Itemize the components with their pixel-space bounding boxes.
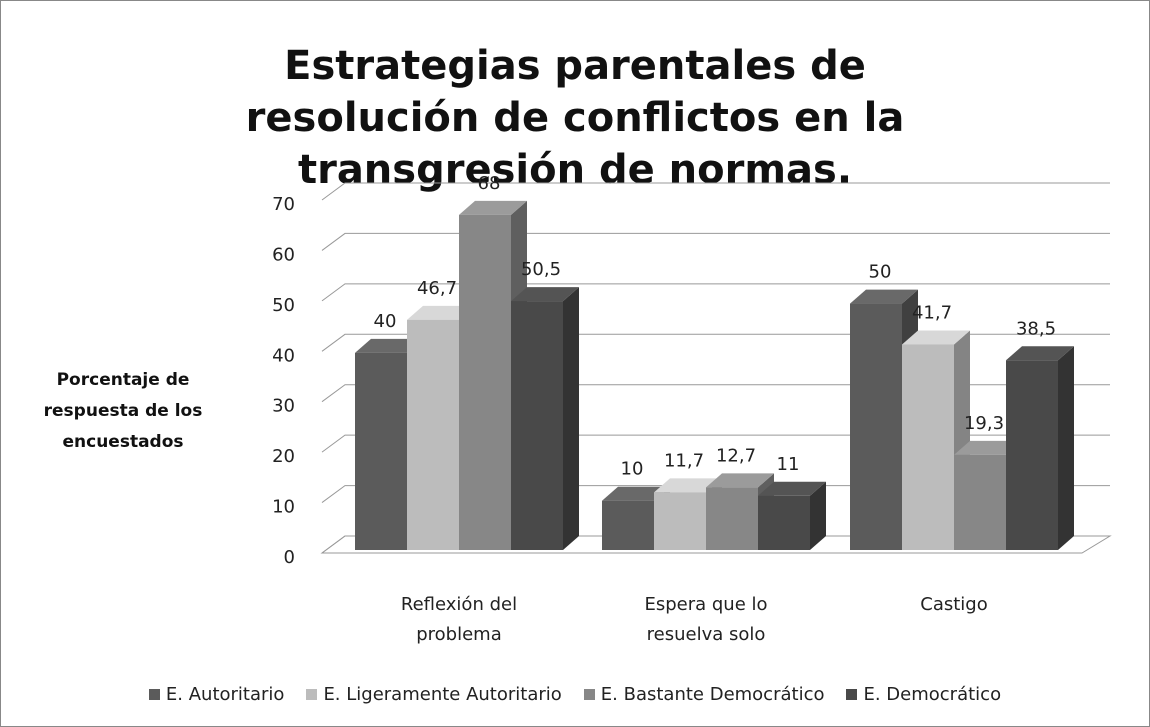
- legend-item: E. Autoritario: [148, 684, 285, 705]
- bar-top: [1006, 346, 1074, 361]
- chart-title-text: Estrategias parentales de resolución de …: [245, 43, 905, 193]
- bar-top: [459, 200, 527, 215]
- y-tick-label: 70: [272, 194, 295, 215]
- data-label: 11: [777, 454, 800, 475]
- bar-top: [355, 338, 423, 353]
- bar-top: [954, 440, 1022, 455]
- data-label: 38,5: [1016, 318, 1056, 339]
- y-axis-label: Porcentaje de respuesta de los encuestad…: [43, 370, 203, 452]
- y-tick-label: 40: [272, 345, 295, 366]
- chart-title: Estrategias parentales de resolución de …: [0, 40, 1150, 196]
- y-tick-label: 20: [272, 446, 295, 467]
- legend-swatch: [148, 689, 160, 700]
- grid-line: [321, 283, 1110, 302]
- y-tick-label: 30: [272, 396, 295, 417]
- legend-swatch: [846, 689, 858, 700]
- legend-label: E. Autoritario: [165, 684, 285, 705]
- bar: [706, 487, 758, 550]
- legend-swatch: [306, 689, 318, 700]
- bar: [654, 492, 706, 550]
- legend-label: E. Bastante Democrático: [600, 684, 825, 705]
- data-label: 41,7: [912, 302, 952, 323]
- bar: [407, 319, 459, 550]
- bar-side: [563, 287, 579, 550]
- bar: [1006, 360, 1058, 550]
- bar-side: [810, 481, 826, 550]
- y-tick-label: 50: [272, 295, 295, 316]
- bar: [511, 301, 563, 550]
- legend-label: E. Democrático: [863, 684, 1002, 705]
- y-tick-label: 60: [272, 244, 295, 265]
- y-tick-label: 10: [272, 497, 295, 518]
- legend: E. Autoritario E. Ligeramente Autoritario…: [0, 684, 1150, 705]
- bar-top: [602, 486, 670, 501]
- x-tick-label: Espera que lo resuelva solo: [644, 594, 768, 645]
- legend-label: E. Ligeramente Autoritario: [323, 684, 562, 705]
- bar: [850, 303, 902, 550]
- bar-top: [654, 478, 722, 493]
- bar-side: [1058, 346, 1074, 550]
- bar-top: [758, 481, 826, 496]
- data-label: 68: [478, 173, 501, 194]
- grid-line: [321, 182, 1110, 201]
- x-tick-label: Castigo: [920, 594, 988, 615]
- bar: [954, 454, 1006, 550]
- grid-line: [321, 232, 1110, 251]
- data-label: 40: [374, 311, 397, 332]
- legend-item: E. Democrático: [846, 684, 1001, 705]
- bar: [902, 344, 954, 550]
- x-tick-label: Reflexión del problema: [400, 594, 518, 645]
- legend-item: E. Ligeramente Autoritario: [306, 684, 562, 705]
- bar: [355, 352, 407, 550]
- data-label: 50: [869, 262, 892, 283]
- y-tick-label: 0: [284, 547, 295, 568]
- bar-top: [850, 289, 918, 304]
- bar-top: [706, 473, 774, 488]
- data-label: 50,5: [521, 259, 561, 280]
- data-label: 46,7: [417, 278, 457, 299]
- bar-top: [407, 305, 475, 320]
- data-label: 11,7: [664, 450, 704, 471]
- bar: [602, 500, 654, 550]
- data-label: 12,7: [716, 445, 756, 466]
- data-label: 19,3: [964, 413, 1004, 434]
- legend-swatch: [583, 689, 595, 700]
- data-label: 10: [621, 459, 644, 480]
- bar-top: [511, 287, 579, 302]
- legend-item: E. Bastante Democrático: [583, 684, 825, 705]
- bar-top: [902, 330, 970, 345]
- bar: [758, 495, 810, 550]
- bar: [459, 214, 511, 550]
